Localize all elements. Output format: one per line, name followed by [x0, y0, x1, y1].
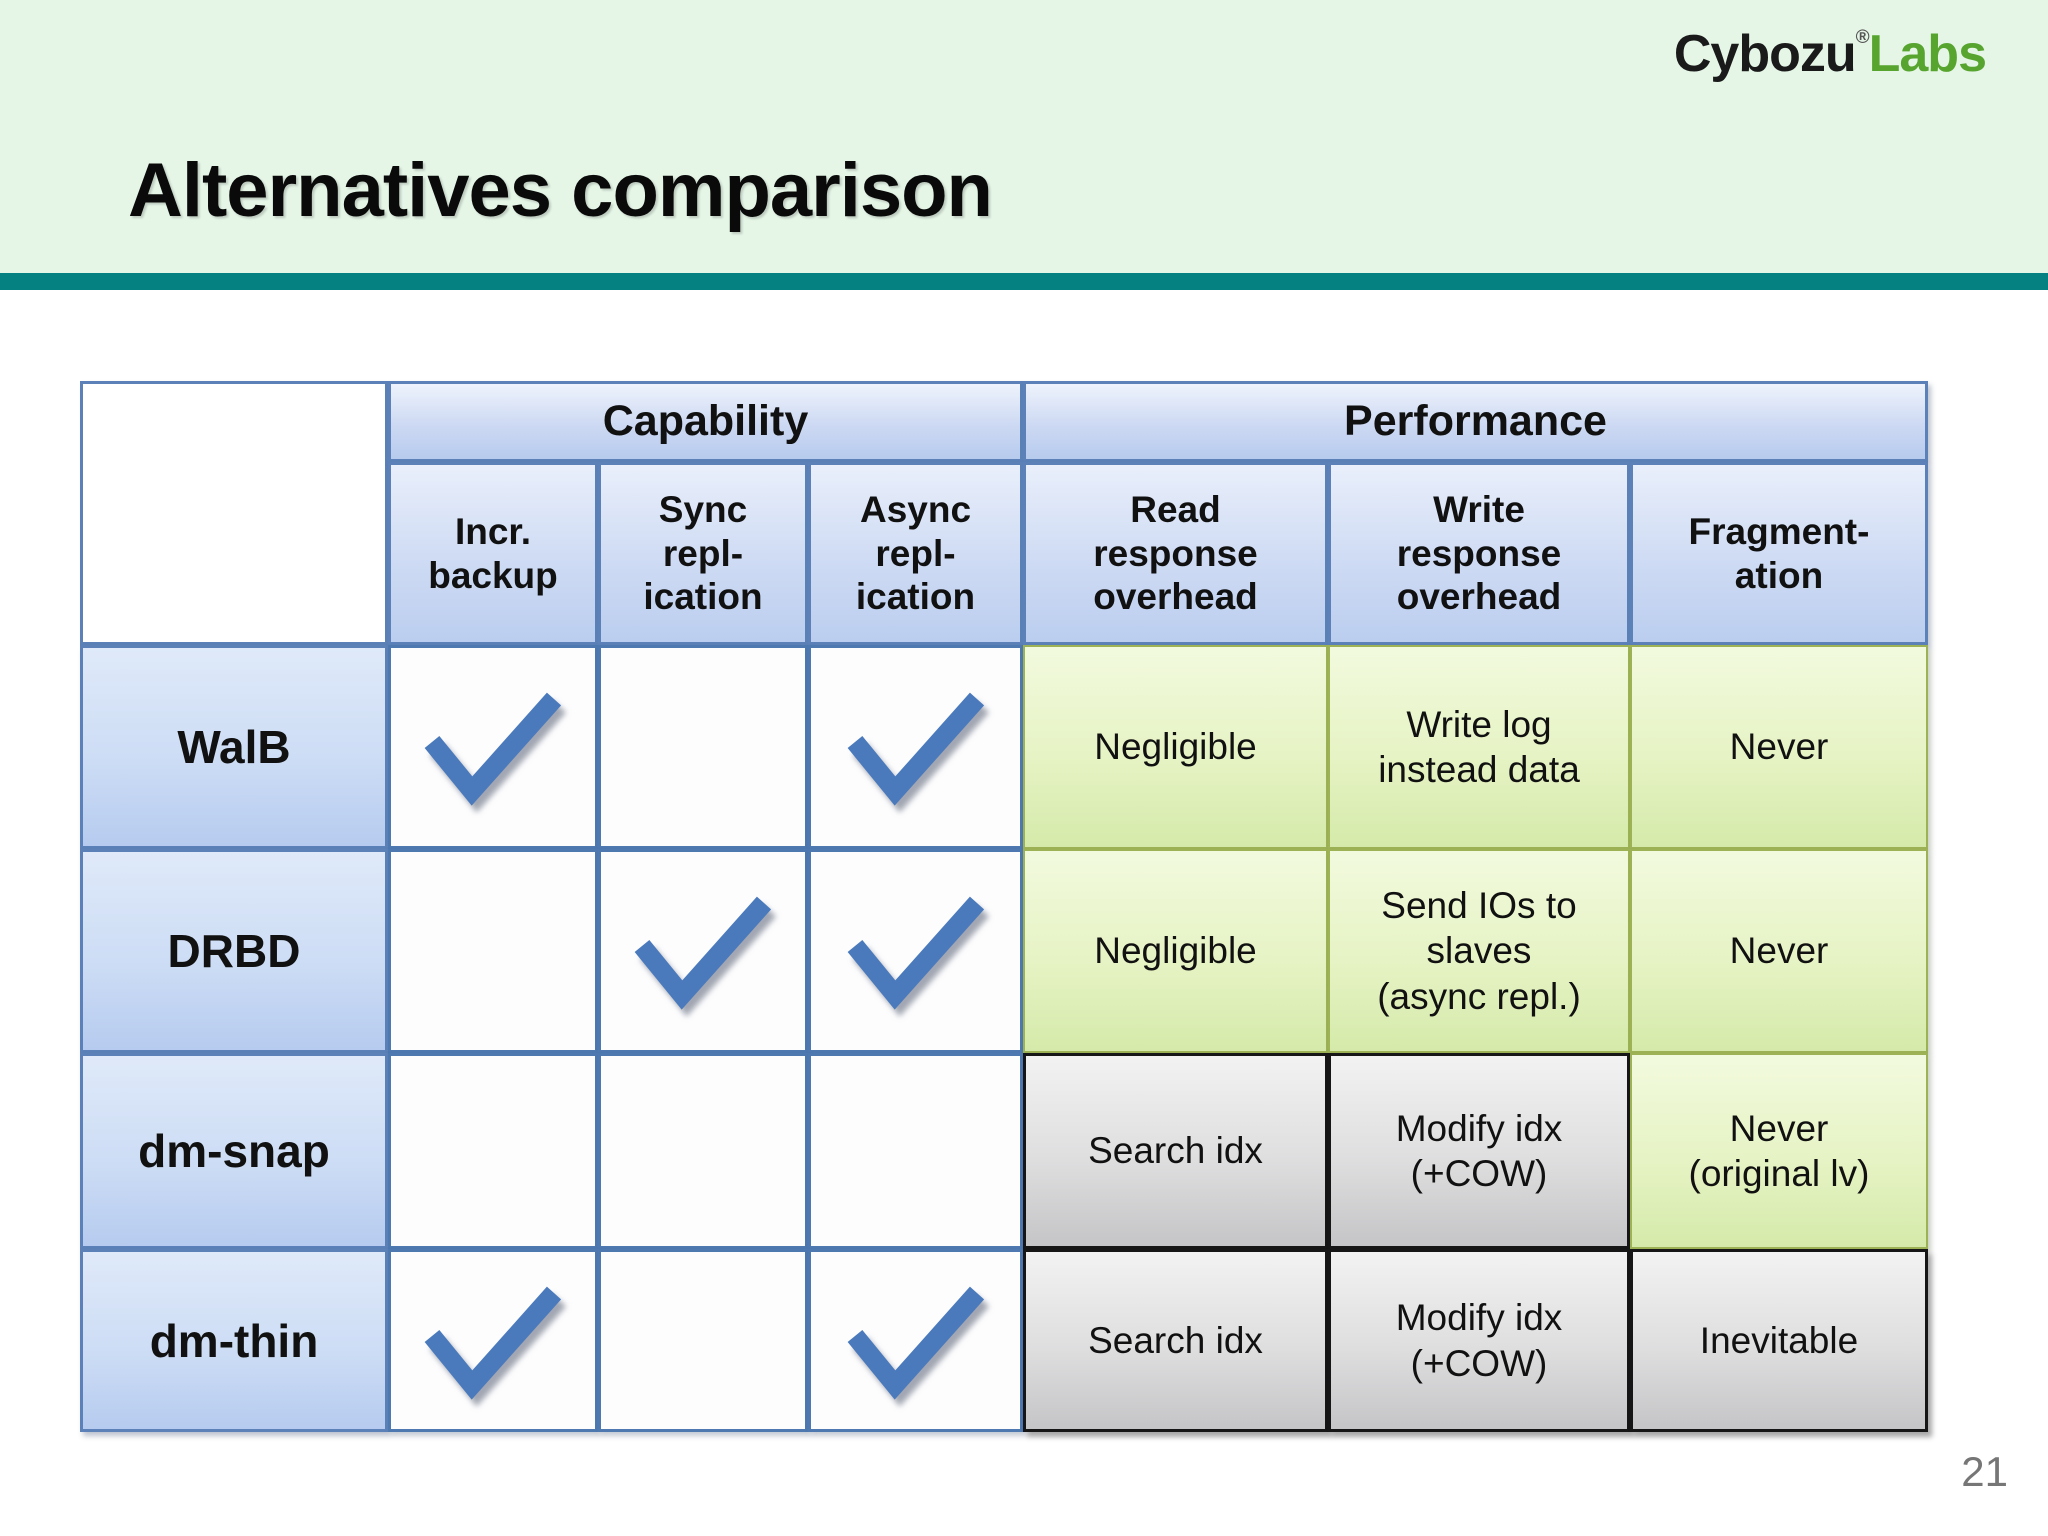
performance-cell-drbd: Negligible — [1023, 849, 1328, 1053]
check-icon — [634, 896, 772, 1010]
check-icon — [847, 896, 984, 1010]
column-header-incr-backup: Incr. backup — [388, 462, 598, 645]
comparison-table: Capability Performance Incr. backup Sync re… — [80, 381, 1928, 1432]
column-header-fragment-ation: Fragment- ation — [1630, 462, 1928, 645]
performance-cell-drbd: Never — [1630, 849, 1928, 1053]
capability-cell-walb — [808, 645, 1023, 849]
cybozu-labs-logo: Cybozu®Labs — [1673, 24, 1987, 84]
capability-cell-dm-thin — [598, 1249, 808, 1432]
capability-cell-dm-thin — [388, 1249, 598, 1432]
page-title: Alternatives comparison — [128, 147, 993, 233]
performance-cell-dm-snap: Search idx — [1023, 1053, 1328, 1249]
capability-cell-drbd — [598, 849, 808, 1053]
capability-cell-drbd — [808, 849, 1023, 1053]
column-header-write-response-overhead: Write response overhead — [1328, 462, 1630, 645]
column-header-sync-repl-ication: Sync repl- ication — [598, 462, 808, 645]
row-header-dm-snap: dm-snap — [80, 1053, 388, 1249]
capability-cell-dm-snap — [598, 1053, 808, 1249]
performance-cell-dm-snap: Modify idx (+COW) — [1328, 1053, 1630, 1249]
capability-cell-dm-thin — [808, 1249, 1023, 1432]
performance-cell-walb: Negligible — [1023, 645, 1328, 849]
performance-cell-walb: Write log instead data — [1328, 645, 1630, 849]
logo-text-labs: Labs — [1868, 25, 1987, 83]
capability-cell-dm-snap — [808, 1053, 1023, 1249]
teal-divider — [0, 273, 2048, 290]
corner-cell — [80, 381, 388, 645]
column-header-read-response-overhead: Read response overhead — [1023, 462, 1328, 645]
performance-cell-drbd: Send IOs to slaves (async repl.) — [1328, 849, 1630, 1053]
check-icon — [424, 692, 562, 806]
check-icon — [847, 1286, 984, 1400]
row-header-walb: WalB — [80, 645, 388, 849]
column-header-async-repl-ication: Async repl- ication — [808, 462, 1023, 645]
logo-text-cybozu: Cybozu — [1673, 25, 1857, 83]
registered-mark: ® — [1855, 27, 1870, 48]
capability-cell-drbd — [388, 849, 598, 1053]
performance-cell-dm-thin: Search idx — [1023, 1249, 1328, 1432]
row-header-dm-thin: dm-thin — [80, 1249, 388, 1432]
row-header-drbd: DRBD — [80, 849, 388, 1053]
title-band — [0, 0, 2048, 273]
capability-cell-walb — [388, 645, 598, 849]
check-icon — [424, 1286, 562, 1400]
performance-cell-dm-thin: Inevitable — [1630, 1249, 1928, 1432]
performance-cell-dm-thin: Modify idx (+COW) — [1328, 1249, 1630, 1432]
page-number: 21 — [1961, 1448, 2008, 1495]
check-icon — [847, 692, 984, 806]
group-header-performance: Performance — [1023, 381, 1928, 462]
performance-cell-dm-snap: Never (original lv) — [1630, 1053, 1928, 1249]
group-header-capability: Capability — [388, 381, 1023, 462]
performance-cell-walb: Never — [1630, 645, 1928, 849]
capability-cell-dm-snap — [388, 1053, 598, 1249]
capability-cell-walb — [598, 645, 808, 849]
